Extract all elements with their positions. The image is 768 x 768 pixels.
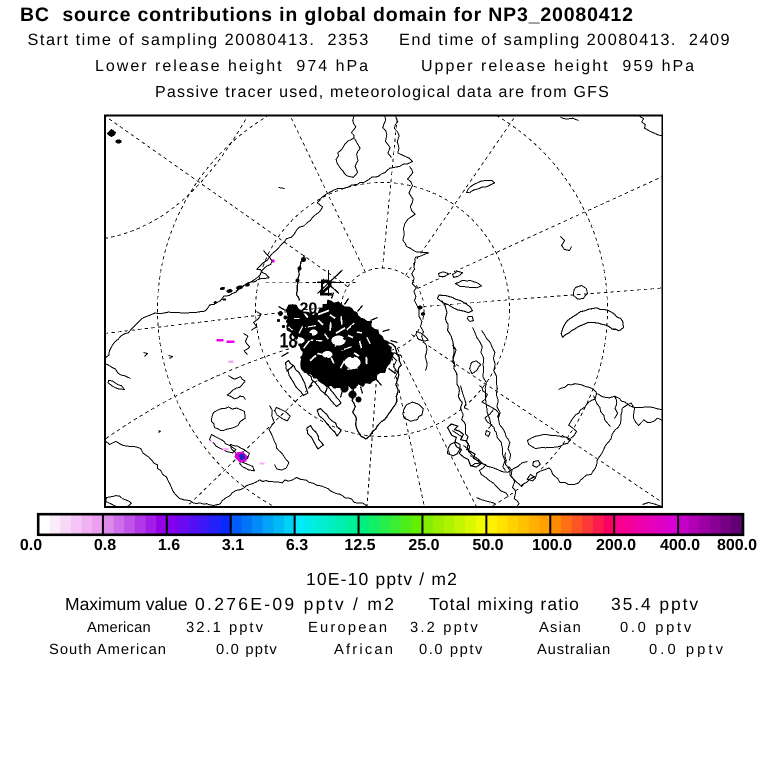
svg-text:18: 18 [280,330,298,353]
svg-text:20: 20 [300,301,318,318]
svg-text:2: 2 [320,275,333,301]
svg-text:0: 0 [300,354,312,377]
